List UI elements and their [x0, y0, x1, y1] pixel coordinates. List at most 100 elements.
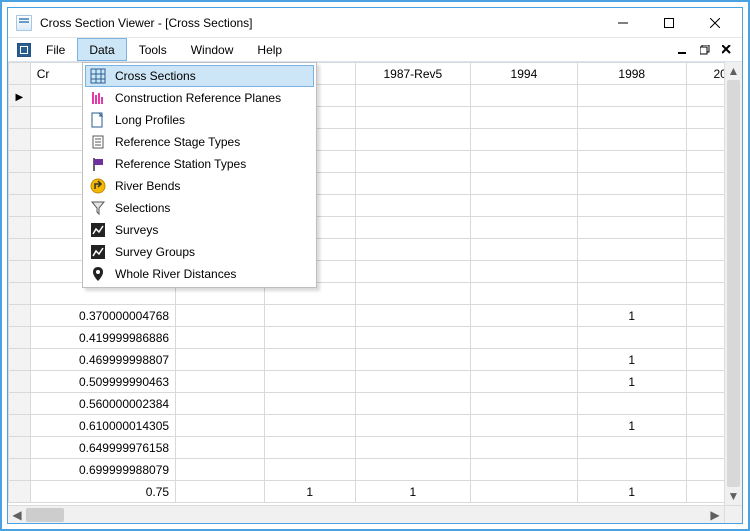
menu-tools[interactable]: Tools — [127, 38, 179, 61]
cell[interactable] — [355, 349, 470, 371]
cell[interactable] — [355, 217, 470, 239]
cell[interactable]: 0.419999986886 — [30, 327, 175, 349]
cell[interactable] — [176, 305, 265, 327]
cell[interactable] — [355, 107, 470, 129]
table-row[interactable]: 0.46999999880711 — [9, 349, 743, 371]
cell[interactable] — [577, 459, 686, 481]
menu-item-construction-reference-planes[interactable]: Construction Reference Planes — [85, 87, 314, 109]
cell[interactable] — [577, 173, 686, 195]
cell[interactable] — [176, 481, 265, 503]
cell[interactable] — [264, 305, 355, 327]
table-row[interactable]: 0.751111 — [9, 481, 743, 503]
cell[interactable] — [176, 349, 265, 371]
cell[interactable] — [470, 151, 577, 173]
scroll-down-icon[interactable]: ▼ — [725, 487, 742, 505]
cell[interactable] — [470, 85, 577, 107]
cell[interactable]: 0.509999990463 — [30, 371, 175, 393]
cell[interactable] — [355, 151, 470, 173]
cell[interactable]: 1 — [264, 481, 355, 503]
cell[interactable] — [470, 239, 577, 261]
menu-window[interactable]: Window — [179, 38, 246, 61]
cell[interactable] — [176, 327, 265, 349]
cell[interactable] — [470, 173, 577, 195]
menu-file[interactable]: File — [34, 38, 77, 61]
system-menu-icon[interactable] — [14, 38, 34, 61]
row-header[interactable] — [9, 459, 31, 481]
row-header[interactable]: ▶ — [9, 85, 31, 107]
scroll-left-icon[interactable]: ◀ — [8, 506, 26, 524]
row-header[interactable] — [9, 437, 31, 459]
menu-item-survey-groups[interactable]: Survey Groups — [85, 241, 314, 263]
menu-item-whole-river-distances[interactable]: Whole River Distances — [85, 263, 314, 285]
scroll-right-icon[interactable]: ▶ — [706, 506, 724, 524]
cell[interactable] — [264, 349, 355, 371]
cell[interactable] — [470, 437, 577, 459]
cell[interactable]: 0.469999998807 — [30, 349, 175, 371]
cell[interactable] — [355, 371, 470, 393]
horizontal-scrollbar[interactable]: ◀ ▶ — [8, 505, 724, 523]
row-header[interactable] — [9, 481, 31, 503]
cell[interactable] — [176, 437, 265, 459]
cell[interactable] — [355, 437, 470, 459]
cell[interactable] — [577, 261, 686, 283]
cell[interactable] — [355, 239, 470, 261]
cell[interactable]: 0.649999976158 — [30, 437, 175, 459]
scroll-up-icon[interactable]: ▲ — [725, 62, 742, 80]
cell[interactable] — [577, 283, 686, 305]
cell[interactable] — [355, 415, 470, 437]
cell[interactable] — [176, 371, 265, 393]
table-row[interactable]: 0.3700000047681 — [9, 305, 743, 327]
cell[interactable] — [470, 327, 577, 349]
row-header[interactable] — [9, 107, 31, 129]
row-header[interactable] — [9, 217, 31, 239]
cell[interactable] — [577, 195, 686, 217]
cell[interactable] — [470, 481, 577, 503]
column-header[interactable]: 1994 — [470, 63, 577, 85]
cell[interactable] — [470, 195, 577, 217]
cell[interactable] — [577, 129, 686, 151]
cell[interactable]: 1 — [577, 371, 686, 393]
column-header[interactable]: 1987-Rev5 — [355, 63, 470, 85]
cell[interactable] — [264, 371, 355, 393]
cell[interactable] — [470, 371, 577, 393]
row-header[interactable] — [9, 305, 31, 327]
cell[interactable]: 0.560000002384 — [30, 393, 175, 415]
cell[interactable] — [577, 327, 686, 349]
menu-data[interactable]: Data — [77, 38, 126, 61]
cell[interactable] — [470, 217, 577, 239]
table-row[interactable]: 0.419999986886 — [9, 327, 743, 349]
cell[interactable] — [577, 393, 686, 415]
row-header[interactable] — [9, 129, 31, 151]
table-row[interactable]: 0.560000002384 — [9, 393, 743, 415]
cell[interactable] — [577, 107, 686, 129]
cell[interactable] — [264, 437, 355, 459]
cell[interactable]: 1 — [577, 481, 686, 503]
table-row[interactable]: 0.61000001430511 — [9, 415, 743, 437]
cell[interactable] — [355, 327, 470, 349]
cell[interactable] — [355, 393, 470, 415]
row-header[interactable] — [9, 393, 31, 415]
cell[interactable] — [176, 415, 265, 437]
grid-corner[interactable] — [9, 63, 31, 85]
menu-item-long-profiles[interactable]: Long Profiles — [85, 109, 314, 131]
cell[interactable] — [176, 459, 265, 481]
row-header[interactable] — [9, 327, 31, 349]
cell[interactable] — [264, 415, 355, 437]
cell[interactable] — [355, 129, 470, 151]
vertical-scrollbar[interactable]: ▲ ▼ — [724, 62, 742, 505]
menu-help[interactable]: Help — [245, 38, 294, 61]
row-header[interactable] — [9, 239, 31, 261]
cell[interactable]: 1 — [355, 481, 470, 503]
cell[interactable] — [577, 85, 686, 107]
cell[interactable]: 1 — [577, 415, 686, 437]
maximize-button[interactable] — [646, 9, 692, 37]
menu-item-selections[interactable]: Selections — [85, 197, 314, 219]
row-header[interactable] — [9, 195, 31, 217]
cell[interactable] — [470, 393, 577, 415]
cell[interactable] — [355, 195, 470, 217]
cell[interactable] — [577, 437, 686, 459]
table-row[interactable]: 0.509999990463 1 — [9, 371, 743, 393]
cell[interactable] — [577, 239, 686, 261]
row-header[interactable] — [9, 261, 31, 283]
row-header[interactable] — [9, 371, 31, 393]
